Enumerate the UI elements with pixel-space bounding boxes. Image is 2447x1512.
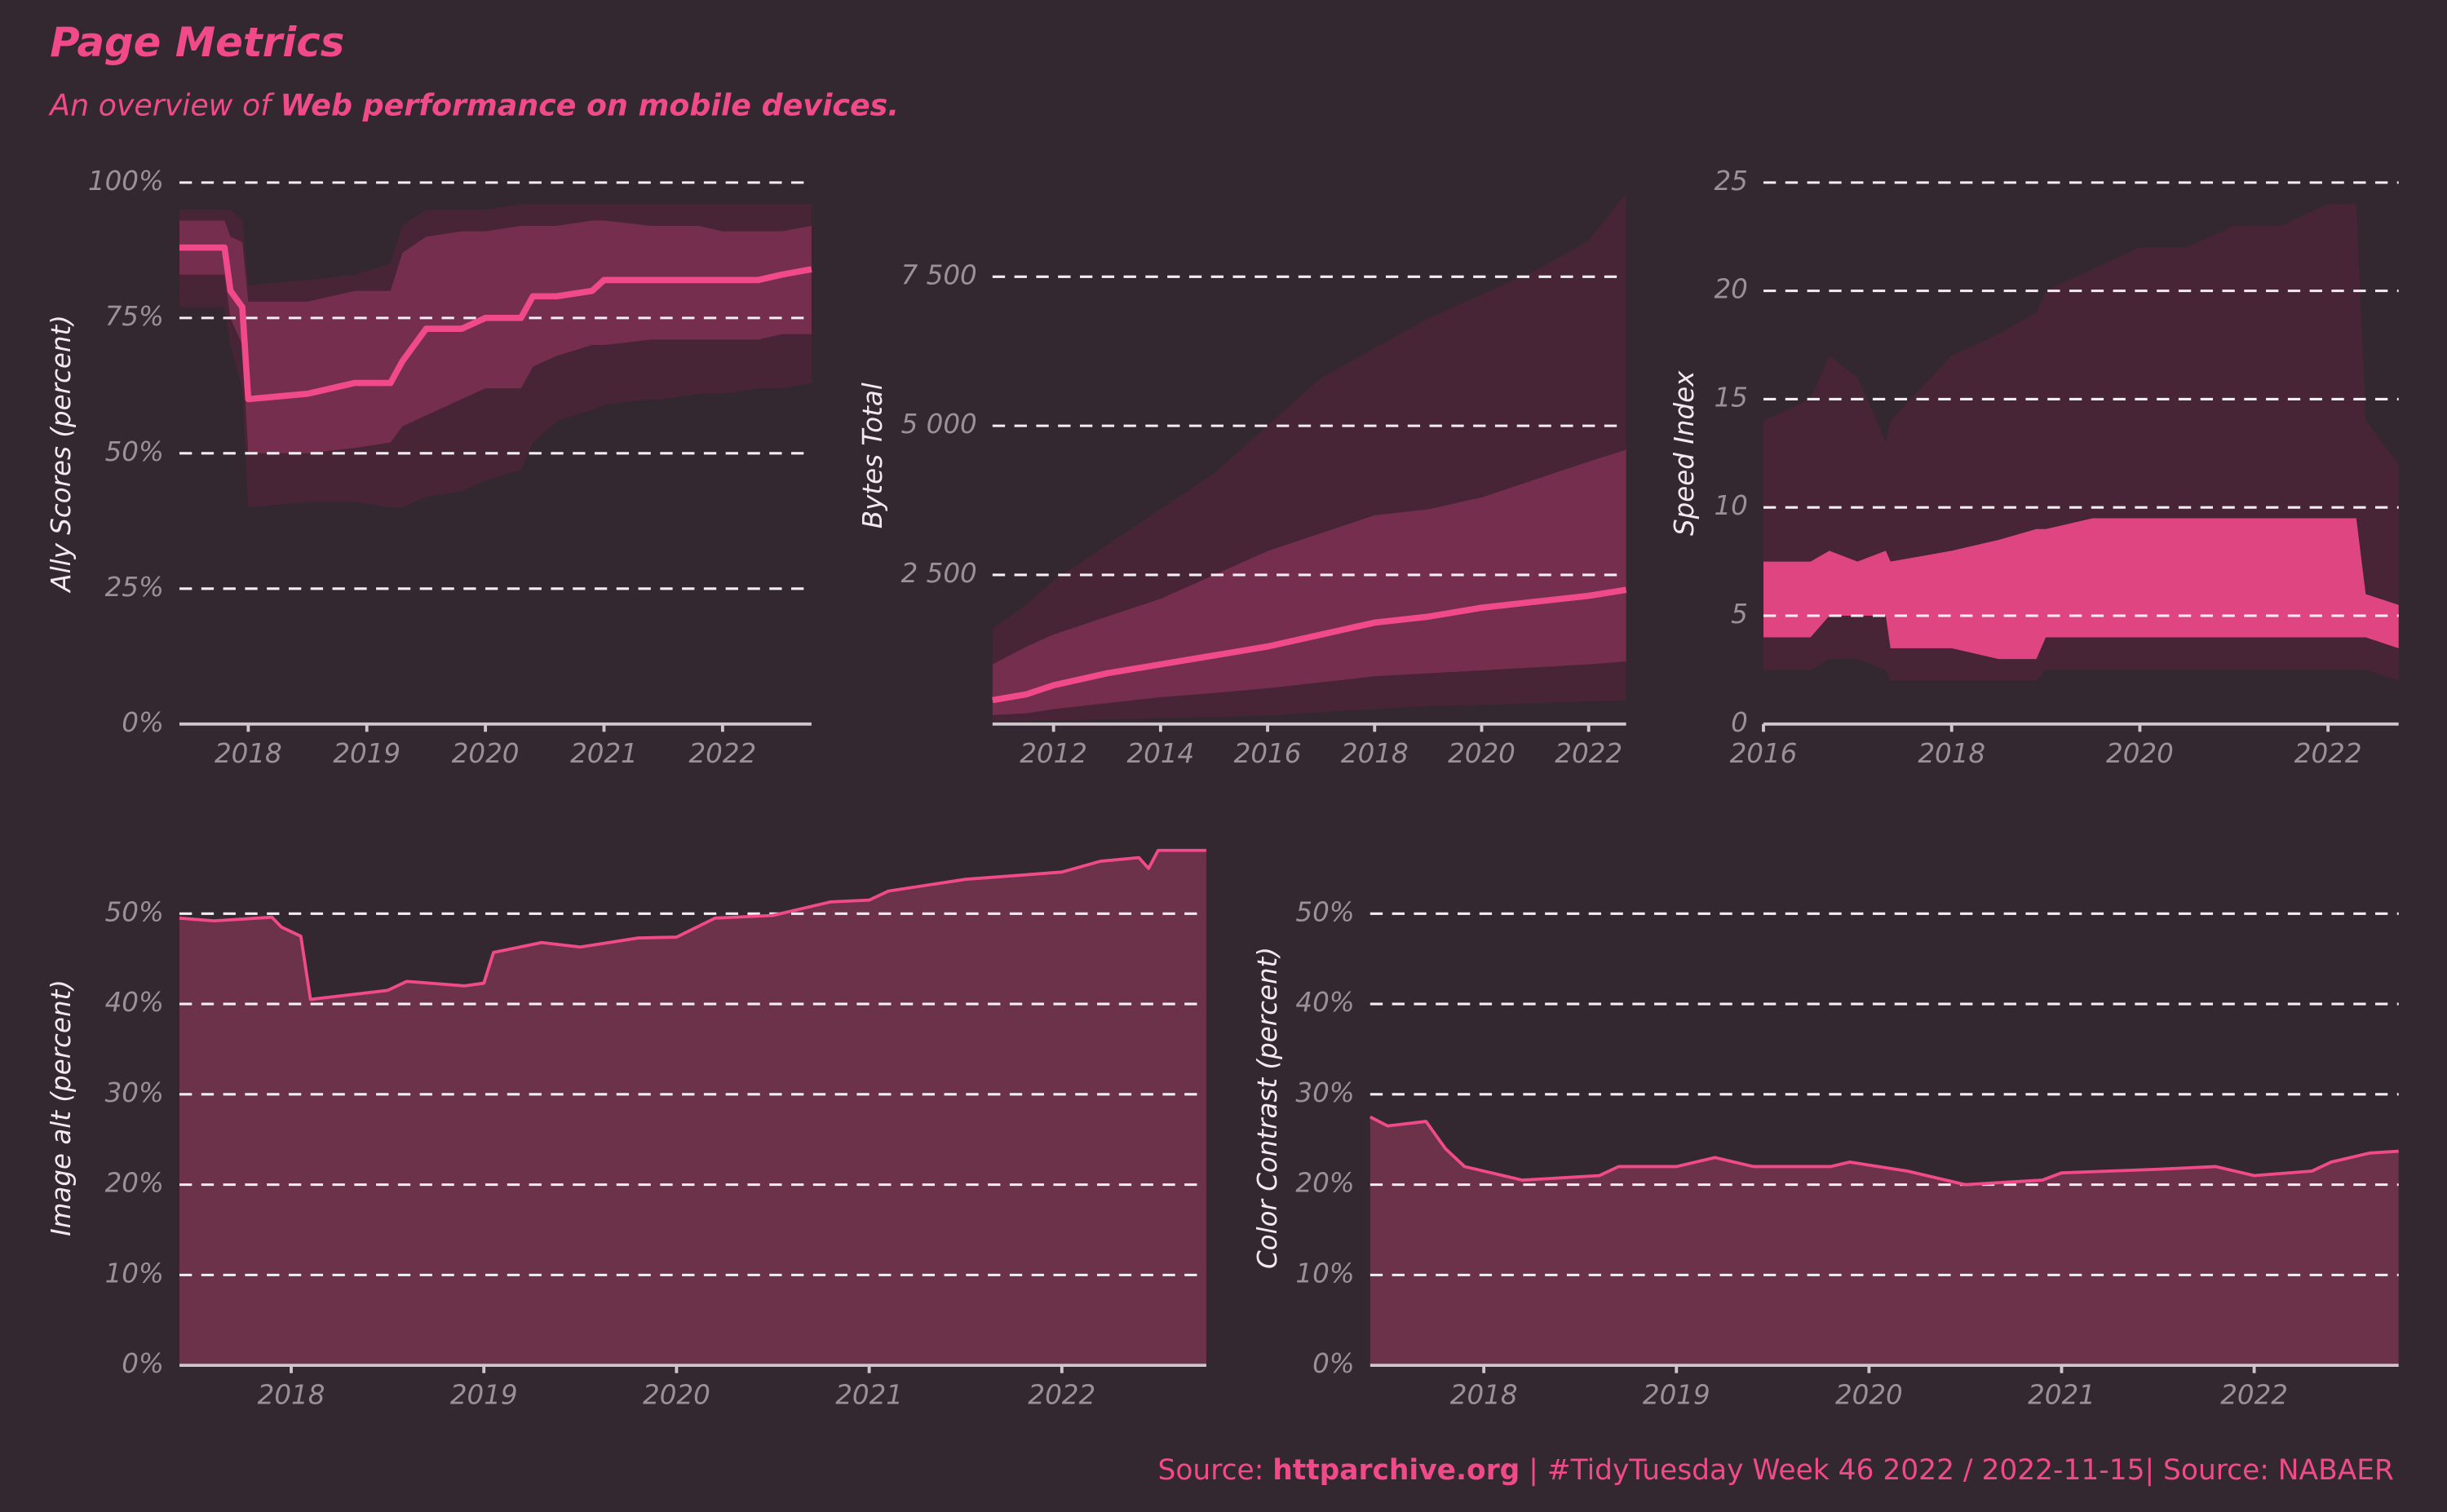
x-tick-label: 2016 <box>1234 738 1302 769</box>
panel: 2 500 5 000 7 500 2012 2014 2016 2018 2020 2022 B… <box>857 192 1627 769</box>
x-tick-label: 2020 <box>1448 738 1516 769</box>
y-axis-label: Bytes Total <box>857 382 888 528</box>
x-tick-label: 2014 <box>1126 738 1194 769</box>
x-tick-label: 2020 <box>2106 738 2174 769</box>
y-tick-label: 100% <box>88 166 164 197</box>
panel: 0% 10% 20% 30% 40% 50% 2018 2019 2020 2021 2022 Col… <box>1252 896 2399 1410</box>
x-tick-label: 2021 <box>2028 1379 2095 1410</box>
x-tick-label: 2020 <box>452 738 520 769</box>
y-axis-label: Color Contrast (percent) <box>1252 947 1283 1269</box>
y-tick-label: 50% <box>1295 896 1354 927</box>
y-tick-label: 10% <box>1295 1258 1354 1289</box>
y-tick-label: 15 <box>1714 382 1747 413</box>
subtitle: An overview of Web performance on mobile… <box>48 88 899 123</box>
y-axis-label: Speed Index <box>1669 370 1700 536</box>
y-tick-label: 0 <box>1731 707 1748 738</box>
y-tick-label: 20% <box>105 1168 164 1199</box>
x-tick-label: 2022 <box>2220 1379 2288 1410</box>
y-tick-label: 5 <box>1731 599 1748 630</box>
area <box>179 850 1206 1366</box>
y-tick-label: 50% <box>105 436 164 467</box>
y-axis-label: Ally Scores (percent) <box>46 315 77 594</box>
line <box>179 848 1206 1001</box>
y-tick-label: 20% <box>1295 1168 1354 1199</box>
x-tick-label: 2019 <box>450 1379 518 1410</box>
panel: 0% 25% 50% 75% 100% 2018 2019 2020 2021 2022 Ally … <box>46 166 812 769</box>
line <box>992 586 1627 704</box>
y-tick-label: 0% <box>1312 1348 1355 1379</box>
y-tick-label: 20 <box>1714 274 1747 305</box>
y-tick-label: 5 000 <box>901 409 977 440</box>
y-tick-label: 25 <box>1714 166 1747 197</box>
area <box>1370 1116 2399 1366</box>
y-tick-label: 10 <box>1714 490 1747 521</box>
x-tick-label: 2022 <box>1555 738 1622 769</box>
x-tick-label: 2019 <box>1643 1379 1710 1410</box>
y-tick-label: 10% <box>105 1258 164 1289</box>
x-tick-label: 2020 <box>1835 1379 1903 1410</box>
line <box>1369 1115 2399 1187</box>
y-tick-label: 2 500 <box>901 558 977 589</box>
x-tick-label: 2018 <box>215 738 282 769</box>
x-tick-label: 2020 <box>643 1379 710 1410</box>
y-tick-label: 0% <box>122 707 164 738</box>
y-tick-label: 30% <box>1295 1077 1354 1108</box>
x-tick-label: 2021 <box>835 1379 903 1410</box>
x-tick-label: 2022 <box>2294 738 2362 769</box>
caption-link: httparchive.org <box>1272 1454 1520 1487</box>
x-tick-label: 2018 <box>258 1379 325 1410</box>
y-tick-label: 50% <box>105 896 164 927</box>
panel: 0% 10% 20% 30% 40% 50% 2018 2019 2020 2021 2022 Ima… <box>46 848 1206 1410</box>
panel: 0 5 10 15 20 25 2016 2018 2020 2022 Speed Index <box>1669 166 2399 769</box>
x-tick-label: 2019 <box>333 738 400 769</box>
x-tick-label: 2022 <box>1028 1379 1095 1410</box>
x-tick-label: 2021 <box>570 738 638 769</box>
caption-text: | #TidyTuesday Week 46 2022 / 2022-11-15… <box>1520 1454 2394 1487</box>
x-tick-label: 2018 <box>1918 738 1985 769</box>
y-tick-label: 30% <box>105 1077 164 1108</box>
title: Page Metrics <box>50 19 344 66</box>
subtitle-text: An overview of <box>48 88 280 123</box>
caption-text: Source: <box>1157 1454 1272 1487</box>
x-tick-label: 2022 <box>688 738 756 769</box>
y-tick-label: 40% <box>1295 987 1354 1018</box>
y-tick-label: 0% <box>122 1348 164 1379</box>
band <box>992 449 1626 715</box>
line <box>179 244 812 403</box>
band <box>1763 518 2399 660</box>
y-tick-label: 25% <box>105 572 164 603</box>
x-tick-label: 2012 <box>1020 738 1087 769</box>
x-tick-label: 2016 <box>1730 738 1798 769</box>
x-tick-label: 2018 <box>1450 1379 1518 1410</box>
x-tick-label: 2018 <box>1341 738 1409 769</box>
y-tick-label: 40% <box>105 987 164 1018</box>
y-tick-label: 7 500 <box>901 259 977 290</box>
y-tick-label: 75% <box>105 301 164 332</box>
subtitle-emphasis: Web performance on mobile devices. <box>281 88 899 123</box>
caption: Source: httparchive.org | #TidyTuesday W… <box>1157 1454 2393 1487</box>
y-axis-label: Image alt (percent) <box>46 979 77 1236</box>
